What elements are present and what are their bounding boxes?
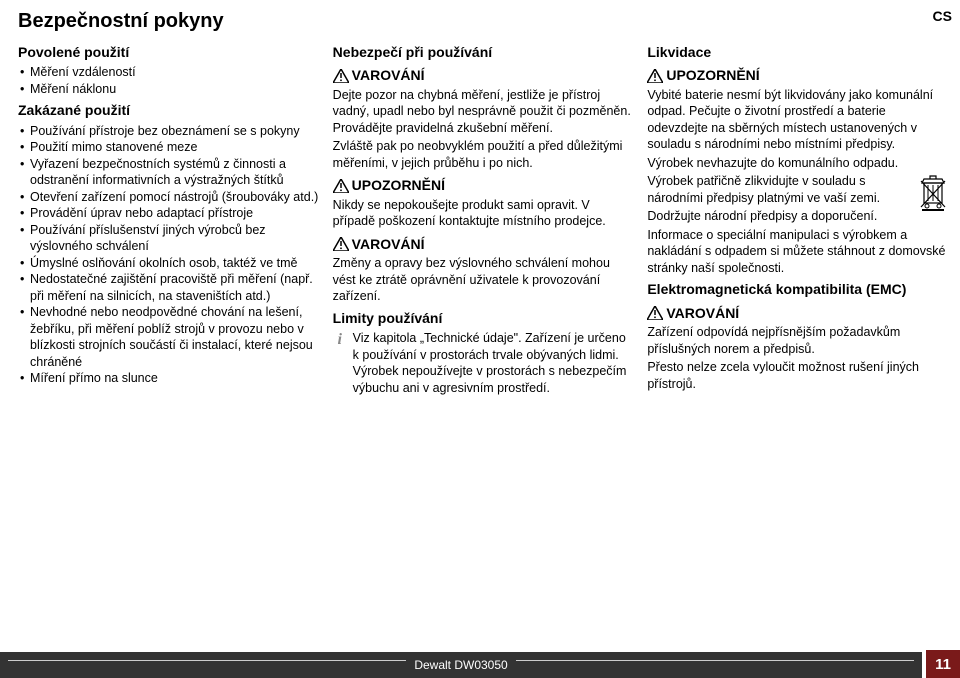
warning-label: VAROVÁNÍ: [352, 66, 425, 84]
body-text: Vybité baterie nesmí být likvidovány jak…: [647, 87, 948, 153]
footer-product: Dewalt DW03050: [406, 658, 515, 672]
warning-heading: VAROVÁNÍ: [647, 304, 948, 322]
list-item: Provádění úprav nebo adaptací přístroje: [18, 205, 319, 222]
footer: Dewalt DW03050 11: [0, 650, 960, 678]
warning-heading: VAROVÁNÍ: [333, 66, 634, 84]
body-text: Změny a opravy bez výslovného schválení …: [333, 255, 634, 305]
warning-label: VAROVÁNÍ: [666, 304, 739, 322]
body-text: Viz kapitola „Technické údaje". Zařízení…: [353, 330, 634, 396]
info-icon: i: [333, 332, 347, 348]
warning-heading: VAROVÁNÍ: [333, 235, 634, 253]
list-item: Vyřazení bezpečnostních systémů z činnos…: [18, 156, 319, 189]
notice-label: UPOZORNĚNÍ: [666, 66, 759, 84]
body-text: Zvláště pak po neobvyklém použití a před…: [333, 138, 634, 171]
list-item: Míření přímo na slunce: [18, 370, 319, 387]
list-item: Používání příslušenství jiných výrobců b…: [18, 222, 319, 255]
language-badge: CS: [933, 8, 952, 24]
allowed-use-list: Měření vzdáleností Měření náklonu: [18, 64, 319, 97]
page-number: 11: [926, 650, 960, 678]
body-text: Výrobek patřičně zlikvidujte v souladu s…: [647, 173, 948, 206]
list-item: Otevření zařízení pomocí nástrojů (šroub…: [18, 189, 319, 206]
warning-icon: [647, 306, 663, 320]
body-text: Dejte pozor na chybná měření, jestliže j…: [333, 87, 634, 137]
forbidden-use-list: Používání přístroje bez obeznámení se s …: [18, 123, 319, 387]
warning-label: VAROVÁNÍ: [352, 235, 425, 253]
body-text: Informace o speciální manipulaci s výrob…: [647, 227, 948, 277]
forbidden-use-heading: Zakázané použití: [18, 101, 319, 119]
list-item: Úmyslné oslňování okolních osob, taktéž …: [18, 255, 319, 272]
warning-icon: [647, 69, 663, 83]
list-item: Použití mimo stanovené meze: [18, 139, 319, 156]
list-item: Používání přístroje bez obeznámení se s …: [18, 123, 319, 140]
emc-heading: Elektromagnetická kompatibilita (EMC): [647, 280, 948, 298]
limits-heading: Limity používání: [333, 309, 634, 327]
body-text: Přesto nelze zcela vyloučit možnost ruše…: [647, 359, 948, 392]
notice-heading: UPOZORNĚNÍ: [333, 176, 634, 194]
column-3: Likvidace UPOZORNĚNÍ Vybité baterie nesm…: [647, 39, 948, 398]
disposal-heading: Likvidace: [647, 43, 948, 61]
warning-icon: [333, 237, 349, 251]
body-text: Výrobek nevhazujte do komunálního odpadu…: [647, 155, 948, 172]
notice-label: UPOZORNĚNÍ: [352, 176, 445, 194]
list-item: Měření náklonu: [18, 81, 319, 98]
notice-heading: UPOZORNĚNÍ: [647, 66, 948, 84]
body-text: Zařízení odpovídá nejpřísnějším požadavk…: [647, 324, 948, 357]
weee-bin-icon: [918, 175, 948, 211]
danger-heading: Nebezpečí při používání: [333, 43, 634, 61]
body-text: Dodržujte národní předpisy a doporučení.: [647, 208, 948, 225]
info-block: i Viz kapitola „Technické údaje". Zaříze…: [333, 330, 634, 398]
warning-icon: [333, 69, 349, 83]
column-2: Nebezpečí při používání VAROVÁNÍ Dejte p…: [333, 39, 634, 398]
list-item: Nevhodné nebo neodpovědné chování na leš…: [18, 304, 319, 370]
list-item: Měření vzdáleností: [18, 64, 319, 81]
body-text: Nikdy se nepokoušejte produkt sami oprav…: [333, 197, 634, 230]
footer-bar: Dewalt DW03050: [0, 652, 922, 678]
allowed-use-heading: Povolené použití: [18, 43, 319, 61]
warning-icon: [333, 179, 349, 193]
column-1: Povolené použití Měření vzdáleností Měře…: [18, 39, 319, 398]
page-root: CS Bezpečnostní pokyny Povolené použití …: [0, 0, 960, 678]
main-title: Bezpečnostní pokyny: [18, 10, 948, 33]
content-columns: Povolené použití Měření vzdáleností Měře…: [18, 39, 948, 398]
list-item: Nedostatečné zajištění pracoviště při mě…: [18, 271, 319, 304]
